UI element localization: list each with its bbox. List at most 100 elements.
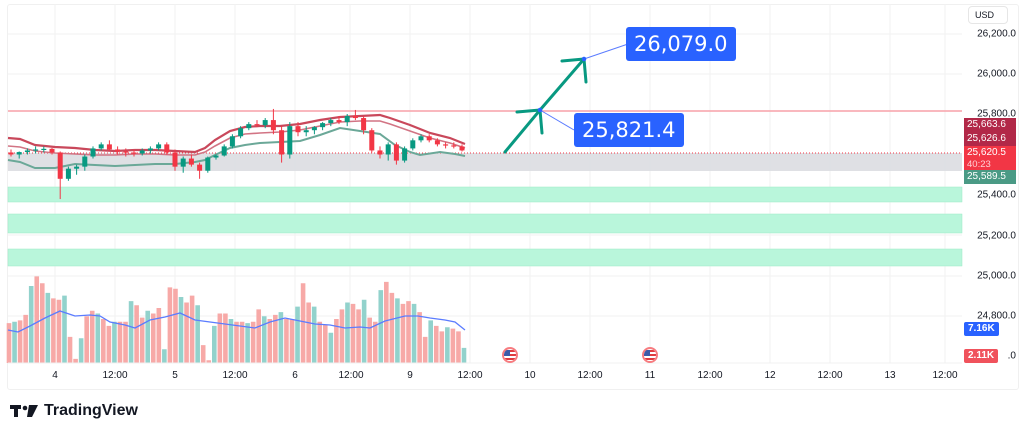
volume-tag: 2.11K	[964, 349, 999, 363]
volume-bar	[295, 306, 300, 363]
candle	[295, 126, 301, 133]
anchor-point-upper	[581, 56, 587, 62]
candle	[74, 166, 80, 169]
brand-name: TradingView	[44, 402, 138, 419]
volume-bar	[62, 295, 67, 363]
volume-bar	[223, 313, 228, 363]
consolidation-zone	[8, 153, 962, 171]
candle	[197, 164, 203, 171]
candle	[49, 148, 55, 153]
volume-bar	[84, 316, 89, 363]
candle	[131, 152, 137, 154]
volume-bar	[345, 302, 350, 363]
time-tick: 9	[407, 370, 413, 381]
volume-bar	[112, 321, 117, 363]
volume-bar	[284, 319, 289, 363]
time-tick: 12:00	[932, 370, 958, 381]
volume-bar	[56, 299, 62, 363]
candle	[336, 120, 342, 123]
volume-bar	[134, 305, 139, 363]
currency-label: USD	[975, 10, 995, 20]
volume-bar	[73, 358, 78, 363]
demand-zone-2	[7, 213, 963, 234]
price-tick-partial: .0	[1007, 350, 1016, 362]
grid	[8, 4, 962, 363]
candle	[164, 144, 170, 153]
candle	[402, 148, 408, 161]
time-tick: 10	[524, 370, 536, 381]
currency-selector[interactable]: USD	[968, 6, 1008, 24]
us-flag-icon[interactable]	[642, 347, 658, 363]
price-tag-lower-band: 25,589.5	[964, 170, 1016, 184]
candle	[352, 116, 358, 119]
current-price-value: 25,620.5	[967, 147, 1006, 158]
volume-bar	[128, 301, 134, 363]
callout-connector-upper	[583, 43, 629, 60]
volume-bar	[350, 303, 356, 363]
projection-arrow-icon	[503, 57, 588, 154]
candle	[172, 152, 178, 167]
volume-bar	[378, 290, 384, 363]
candle	[451, 145, 457, 147]
volume-bar	[395, 298, 400, 363]
volume-bar	[267, 319, 273, 363]
price-tag-current: 25,620.5 40:23	[964, 146, 1016, 170]
time-tick: 6	[292, 370, 298, 381]
candle	[459, 146, 465, 151]
candle	[443, 144, 449, 146]
volume-bar	[6, 323, 12, 363]
price-axis[interactable]: 26,200.0 26,000.0 25,800.0 25,400.0 25,2…	[962, 0, 1024, 390]
candle	[303, 130, 309, 133]
candle	[279, 130, 285, 155]
volume-bar	[289, 319, 295, 363]
candle	[205, 157, 211, 171]
target-lower-callout[interactable]: 25,821.4	[574, 113, 684, 147]
price-tag-mid-band: 25,626.6	[964, 132, 1016, 146]
volume-bar	[450, 328, 456, 363]
volume-bar	[150, 313, 156, 363]
callout-connector-lower	[539, 109, 575, 131]
candle	[82, 156, 88, 167]
candle	[180, 158, 186, 167]
us-flag-icon[interactable]	[502, 347, 518, 363]
tradingview-logo[interactable]: TradingView	[10, 402, 138, 420]
volume-bar	[428, 320, 434, 363]
volume-bar	[384, 281, 389, 363]
demand-zone-3	[7, 248, 963, 267]
time-tick: 12:00	[102, 370, 128, 381]
price-tick: 25,400.0	[977, 189, 1016, 201]
volume-bar	[439, 331, 445, 363]
candle	[328, 120, 334, 124]
volume-bar	[167, 287, 173, 363]
volume-bar	[101, 319, 106, 363]
volume-bar	[106, 325, 112, 363]
candle	[65, 168, 71, 179]
volume-bar	[162, 349, 167, 363]
candle	[188, 158, 194, 165]
candle	[139, 150, 145, 154]
candle	[434, 140, 440, 145]
volume-bar	[34, 276, 40, 363]
candle	[229, 136, 235, 147]
candle	[377, 150, 383, 155]
volume-bar	[67, 336, 73, 363]
target-upper-callout[interactable]: 26,079.0	[626, 27, 736, 61]
volume-bar	[261, 316, 267, 363]
volume-bar	[45, 292, 51, 363]
volume-bar	[322, 324, 328, 363]
candle	[33, 149, 39, 151]
volume-bar	[178, 297, 184, 363]
price-tick: 25,000.0	[977, 270, 1016, 282]
volume-bar	[372, 321, 378, 363]
candle	[238, 128, 244, 137]
volume-bar	[461, 347, 467, 363]
volume-bar	[422, 336, 428, 363]
volume-bar	[400, 303, 406, 363]
volume-bar	[228, 319, 234, 363]
candle	[147, 148, 153, 151]
time-tick: 13	[884, 370, 896, 381]
time-tick: 12:00	[577, 370, 603, 381]
candle	[98, 144, 104, 149]
volume-bar	[23, 314, 28, 363]
